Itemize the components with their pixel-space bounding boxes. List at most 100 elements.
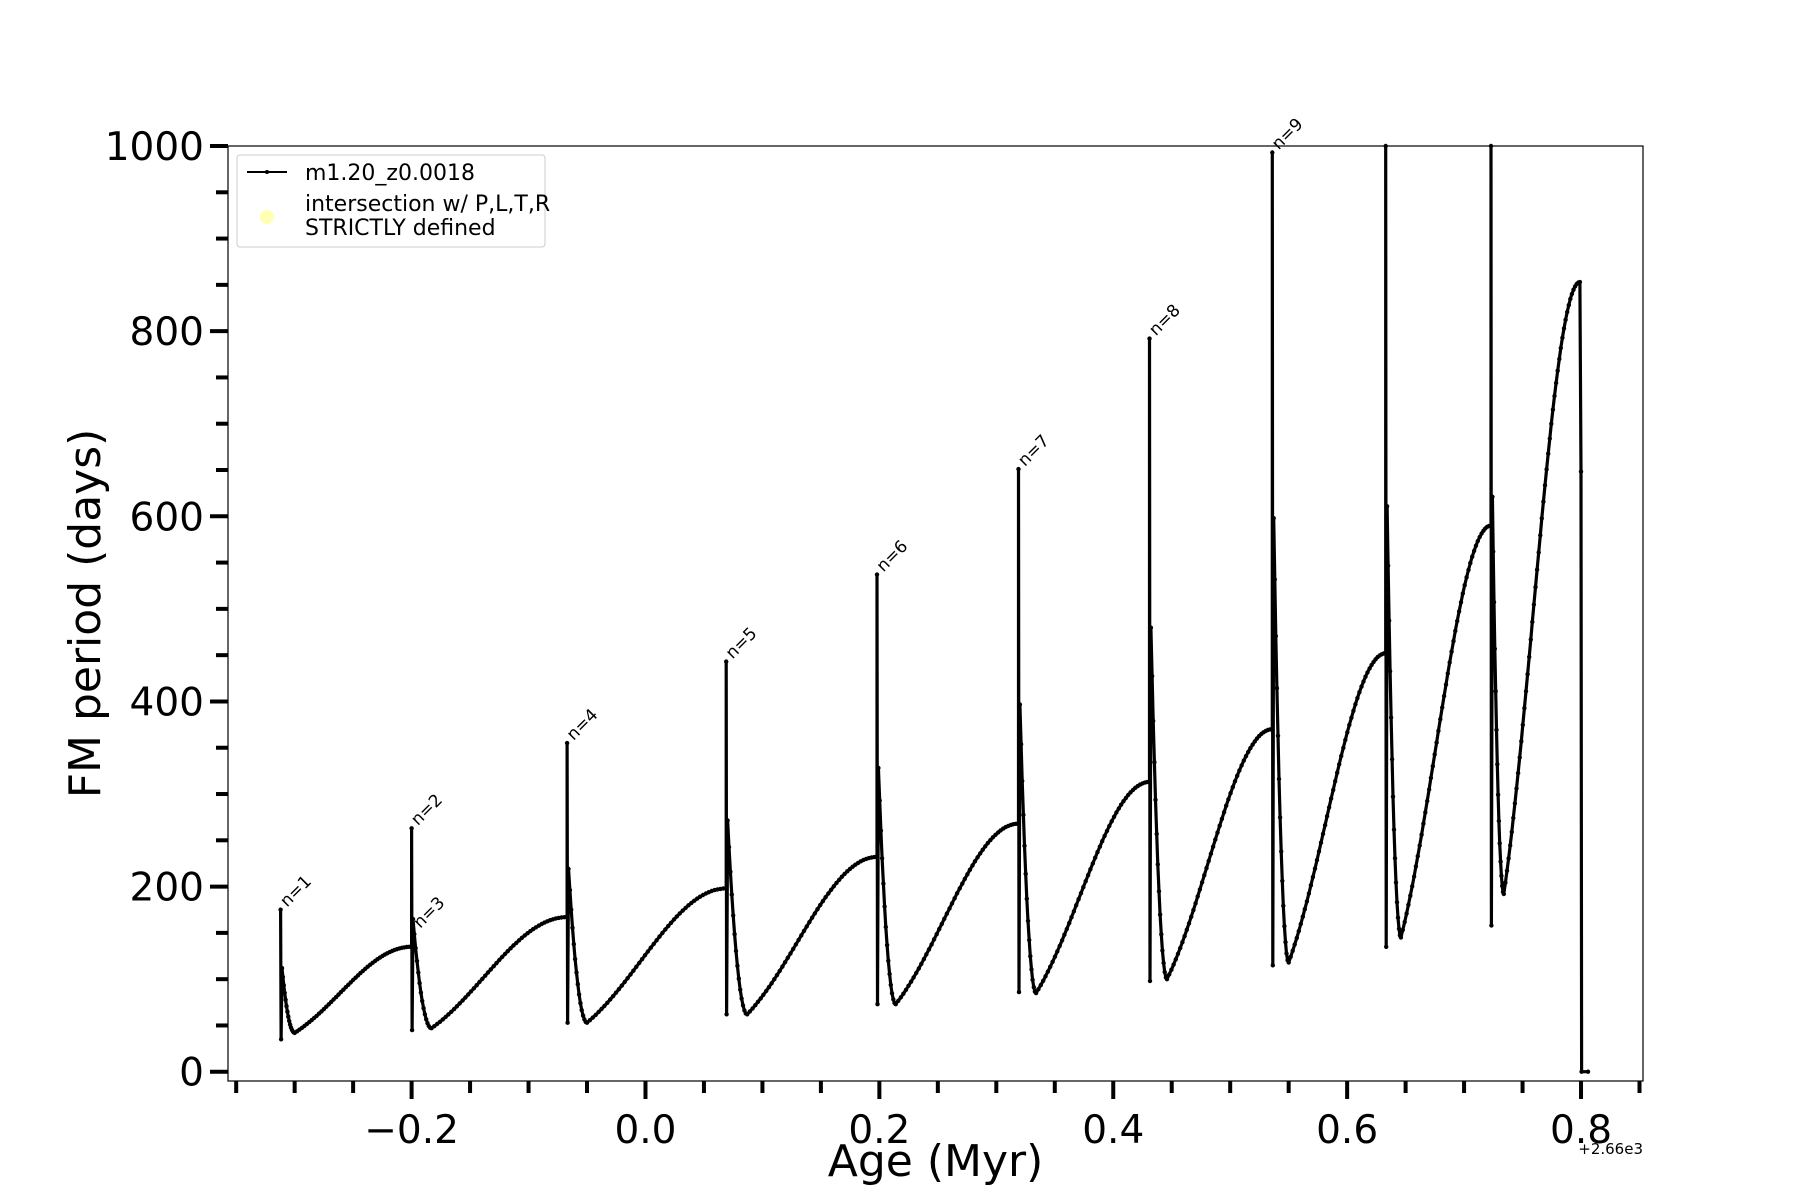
series-point <box>1031 985 1037 990</box>
series-point <box>1501 891 1507 897</box>
series-point <box>1271 516 1276 521</box>
series-point <box>1561 326 1567 331</box>
series-point <box>443 1014 448 1020</box>
series-point <box>1359 684 1364 689</box>
series-point <box>1503 880 1508 885</box>
series-point <box>1493 689 1498 694</box>
series-point <box>1167 972 1172 977</box>
series-point <box>1292 942 1297 947</box>
series-point <box>1324 814 1330 819</box>
series-point <box>875 1002 880 1007</box>
series-point <box>639 957 645 962</box>
series-point <box>564 740 570 746</box>
series-point <box>1558 345 1564 351</box>
series-point <box>1496 818 1502 824</box>
series-point <box>908 979 914 984</box>
series-point <box>420 998 425 1004</box>
series-point <box>1326 805 1332 810</box>
series-point <box>1302 907 1308 912</box>
series-point <box>1213 837 1218 842</box>
series-point <box>1109 819 1114 824</box>
series-point <box>1357 690 1362 695</box>
series-point <box>1396 926 1402 931</box>
series-point <box>494 960 499 966</box>
series-point <box>1147 336 1152 341</box>
series-point <box>896 998 901 1003</box>
series-point <box>1383 651 1388 656</box>
series-point <box>755 999 761 1004</box>
series-point <box>1100 839 1105 844</box>
series-point <box>791 946 796 952</box>
series-point <box>1286 960 1291 965</box>
series-point <box>446 1012 451 1017</box>
series-point <box>1443 682 1449 687</box>
series-point <box>1335 770 1340 775</box>
series-point <box>1224 803 1229 808</box>
series-point <box>602 1003 607 1009</box>
series-point <box>1204 865 1209 871</box>
series-point <box>1500 883 1505 889</box>
series-point <box>1016 821 1021 826</box>
series-point <box>1355 695 1360 701</box>
series-point <box>828 887 834 892</box>
series-point <box>584 1020 590 1025</box>
series-point <box>642 953 648 958</box>
series-point <box>414 958 420 964</box>
series-point <box>1471 548 1477 554</box>
series-point <box>934 932 939 937</box>
series-point <box>1460 591 1466 596</box>
series-point <box>937 926 942 932</box>
series-point <box>1430 764 1436 769</box>
series-point <box>972 859 978 864</box>
legend-entry-intersection-line2: STRICTLY defined <box>305 216 496 241</box>
series-point <box>947 906 952 911</box>
series-point <box>569 907 574 912</box>
series-point <box>480 976 485 982</box>
series-point <box>1217 823 1222 828</box>
series-point <box>774 972 780 978</box>
series-point <box>782 960 788 965</box>
series-point <box>1425 798 1430 804</box>
series-point <box>1314 857 1320 863</box>
series-point <box>1563 317 1568 322</box>
series-point <box>1064 926 1070 932</box>
series-point <box>1489 923 1494 928</box>
series-point <box>919 961 924 967</box>
series-point <box>724 1012 729 1017</box>
series-point <box>1059 938 1065 943</box>
series-point <box>449 1009 454 1014</box>
series-point <box>1232 779 1238 784</box>
legend-entry-series: m1.20_z0.0018 <box>305 161 475 186</box>
series-point <box>1494 727 1499 732</box>
series-point <box>1274 686 1280 691</box>
series-point <box>1169 967 1174 972</box>
series-point <box>1395 915 1401 920</box>
series-point <box>1298 921 1304 927</box>
series-point <box>451 1006 457 1012</box>
series-point <box>1506 856 1511 861</box>
series-point <box>1215 830 1220 835</box>
series-point <box>1470 554 1475 559</box>
series-point <box>1090 861 1096 866</box>
series-point <box>1156 889 1162 894</box>
series-point <box>1195 894 1200 899</box>
series-point <box>1566 302 1572 308</box>
series-point <box>1523 689 1529 694</box>
series-point <box>660 930 665 936</box>
series-point <box>1021 812 1026 818</box>
series-point <box>954 891 960 896</box>
series-point <box>952 896 957 901</box>
series-point <box>1288 954 1293 959</box>
series-point <box>1387 669 1393 674</box>
series-point <box>1351 708 1356 714</box>
series-point <box>571 942 576 947</box>
series-point <box>745 1012 750 1017</box>
series-point <box>881 881 886 886</box>
series-point <box>1428 775 1434 781</box>
series-point <box>1547 436 1553 441</box>
series-line <box>279 144 1588 1074</box>
series-point <box>619 983 624 988</box>
series-point <box>1468 560 1473 566</box>
series-point <box>1436 728 1441 734</box>
x-tick-label: 0.6 <box>1316 1108 1378 1153</box>
